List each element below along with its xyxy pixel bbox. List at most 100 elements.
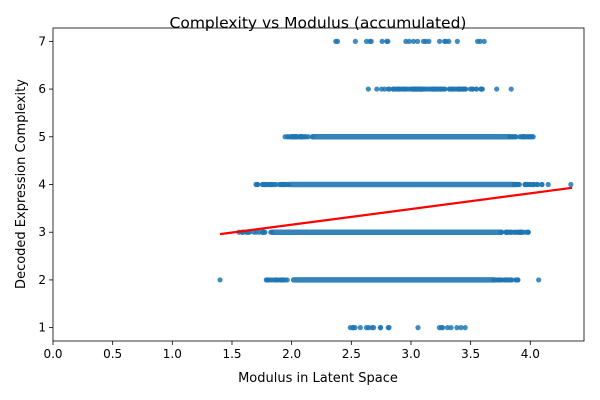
data-point [255,181,261,188]
data-point [350,325,356,331]
data-point [510,229,516,235]
data-point [525,229,531,235]
data-point [385,86,391,92]
data-point [217,277,223,283]
data-point [454,325,460,331]
x-tick-label: 1.0 [163,347,182,361]
data-point [285,181,292,188]
data-point [522,181,528,188]
data-point [458,86,464,92]
data-point [406,38,412,44]
data-point [536,277,542,283]
data-point [412,86,418,92]
y-tick-label: 7 [38,34,46,48]
data-point [386,325,392,331]
x-axis-label: Modulus in Latent Space [238,371,398,386]
y-axis: 1 2 3 4 5 6 7 [38,34,53,335]
data-point [385,38,391,44]
x-tick-label: 3.5 [461,347,480,361]
data-point [259,181,265,188]
chart-title: Complexity vs Modulus (accumulated) [170,14,467,32]
data-point [425,86,431,92]
data-point [426,38,432,44]
data-point [443,38,449,44]
y-tick-label: 6 [38,82,46,96]
data-point [303,134,309,140]
data-point [415,325,421,331]
data-point [367,38,373,44]
data-point [499,229,505,235]
data-point [374,86,380,92]
data-point [469,86,475,92]
data-point [527,181,534,188]
x-tick-label: 2.5 [342,347,361,361]
data-point [352,38,358,44]
data-point [503,229,509,235]
data-point [297,134,303,140]
data-point [507,134,513,140]
data-point [494,86,500,92]
data-point [448,325,454,331]
data-point [390,86,396,92]
data-point [508,86,514,92]
data-point [477,38,483,44]
data-point [420,38,427,44]
data-point [264,277,270,283]
data-point [280,277,286,283]
data-point [437,38,443,44]
y-axis-label: Decoded Expression Complexity [14,79,29,289]
data-point [403,86,409,92]
data-point [568,181,574,188]
y-tick-label: 4 [38,178,46,192]
data-point [288,134,294,140]
x-tick-label: 0.0 [43,347,62,361]
data-point [515,277,521,283]
data-point [438,86,444,92]
data-point [539,181,545,188]
data-point [377,325,383,331]
data-point [531,181,537,188]
data-point [545,181,551,188]
data-point [371,325,377,331]
data-point [511,134,518,140]
data-point [440,325,446,331]
data-point [451,86,458,92]
data-point [479,86,485,92]
data-point [473,86,479,92]
data-point [462,325,468,331]
data-point [458,325,464,331]
data-point [284,277,290,283]
x-tick-label: 3.0 [401,347,420,361]
data-point [491,277,497,283]
data-point [535,181,541,188]
y-tick-label: 3 [38,225,46,239]
x-tick-label: 1.5 [222,347,241,361]
data-point [415,38,421,44]
data-point [417,86,423,92]
data-point [333,38,339,44]
x-tick-label: 4.0 [521,347,540,361]
data-point [357,325,363,331]
data-point [270,181,276,188]
y-tick-label: 1 [38,321,46,335]
data-point [269,229,275,235]
data-point [518,229,525,235]
data-point [507,277,513,283]
data-point [379,38,385,44]
data-point [379,86,385,92]
y-tick-label: 5 [38,130,46,144]
x-tick-label: 0.5 [103,347,122,361]
data-point [428,86,434,92]
data-point [501,277,508,283]
x-tick-label: 2.0 [282,347,301,361]
data-point [259,229,265,235]
data-point [514,181,521,188]
data-point [366,325,372,331]
data-point [309,134,315,140]
data-point [454,38,460,44]
data-point [410,38,417,44]
points-layer [217,38,574,331]
fit-layer [219,186,573,236]
data-point [365,86,371,92]
data-point [273,277,279,283]
